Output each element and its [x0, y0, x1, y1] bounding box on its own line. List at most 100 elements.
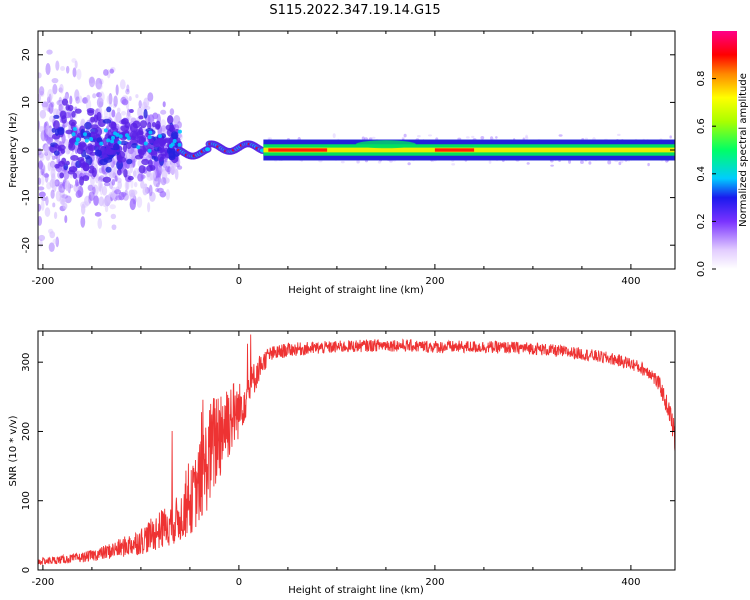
spectral-cell: [146, 173, 154, 182]
spectral-cell: [38, 215, 43, 226]
spectral-cell: [71, 135, 77, 144]
spectral-cell: [80, 203, 86, 215]
spectral-cell: [115, 84, 119, 96]
spectral-cell: [108, 181, 114, 190]
colorbar-gradient: [712, 31, 737, 269]
spectrogram-y-tick-label: 10: [21, 96, 32, 109]
spectral-cell: [97, 218, 103, 229]
spectral-cell: [61, 197, 66, 206]
snr-y-tick-label: 100: [21, 491, 32, 510]
spectral-cell: [138, 100, 142, 109]
spectral-cell: [108, 111, 112, 119]
spectral-cell: [117, 154, 123, 164]
spectral-cell: [558, 134, 563, 137]
spectral-cell: [105, 166, 112, 173]
spectrogram-y-tick-label: -20: [21, 237, 32, 253]
spectral-cell: [40, 199, 45, 211]
spectral-cell: [51, 155, 56, 161]
spectral-cell: [48, 102, 54, 114]
spectrogram-x-axis-label: Height of straight line (km): [288, 285, 424, 296]
spectral-cell: [52, 108, 59, 117]
spectral-cell: [152, 112, 159, 120]
spectral-cell: [75, 96, 81, 104]
spectral-cell: [377, 160, 382, 164]
snr-x-tick-label: 400: [621, 577, 640, 588]
spectral-cell: [108, 92, 113, 105]
spectral-cell: [64, 215, 68, 224]
spectral-cell: [114, 175, 118, 182]
colorbar-tick-label: 0.6: [696, 118, 707, 134]
spectral-cell: [52, 238, 58, 244]
spectral-cell: [49, 178, 56, 189]
spectral-cell: [46, 49, 53, 55]
spectral-cell: [99, 78, 104, 85]
spectral-cell: [125, 179, 130, 190]
spectral-cell: [160, 177, 167, 186]
chart-title: S115.2022.347.19.14.G15: [269, 3, 440, 18]
spectral-cell: [427, 134, 433, 137]
spectral-cell: [38, 186, 45, 191]
spectral-cell: [82, 175, 90, 182]
spectral-cell: [38, 177, 42, 186]
snr-y-tick-label: 200: [21, 422, 32, 441]
spectral-cell: [65, 104, 70, 111]
spectral-cell: [78, 141, 87, 148]
spectral-cell: [59, 172, 64, 179]
spectral-cell: [471, 135, 475, 139]
spectral-cell: [111, 109, 116, 118]
spectral-cell: [124, 189, 128, 196]
spectral-cell: [607, 160, 612, 165]
spectral-cell: [160, 109, 167, 115]
spectral-cell: [38, 126, 45, 132]
spectral-cell: [64, 91, 70, 100]
spectral-cell: [53, 211, 58, 220]
spectral-cell: [99, 141, 104, 146]
spectral-cell: [64, 180, 71, 192]
spectral-cell: [106, 106, 112, 113]
spectral-cell: [129, 108, 134, 114]
spectral-cell: [59, 83, 64, 94]
spectral-cell: [93, 114, 99, 123]
colorbar-tick-label: 0.4: [696, 166, 707, 182]
spectral-cell: [152, 168, 157, 178]
spectral-cell: [83, 132, 88, 137]
spectral-cell: [38, 234, 46, 241]
spectral-cell: [155, 123, 161, 130]
spectral-cell: [96, 92, 103, 98]
spectral-cell: [617, 133, 621, 137]
spectral-cell: [61, 157, 67, 165]
spectral-cell: [361, 136, 365, 140]
spectrogram-panel: -200 0 200 400 -20 -10 0 10 20 Height of straigh…: [8, 30, 676, 296]
spectral-cell: [92, 186, 96, 195]
spectral-cell: [68, 139, 74, 149]
spectral-cell: [80, 216, 86, 228]
colorbar-tick-label: 0.2: [696, 213, 707, 229]
spectral-cell: [403, 133, 407, 138]
spectral-cell: [170, 124, 175, 133]
spectral-cell: [149, 164, 156, 171]
spectrogram-y-tick-label: 20: [21, 48, 32, 61]
spectral-cell: [38, 86, 45, 96]
spectral-cell: [401, 136, 405, 140]
spectral-cell: [72, 67, 77, 78]
spectral-cell: [128, 95, 132, 102]
spectral-cell: [72, 172, 78, 179]
spectral-cell: [51, 78, 59, 84]
spectral-cell: [75, 137, 80, 142]
spectral-cell: [74, 89, 80, 101]
spectral-cell: [57, 127, 65, 136]
spectral-cell: [151, 155, 156, 160]
spectral-cell: [65, 65, 70, 74]
spectral-cell: [580, 160, 584, 164]
spectral-cell: [451, 163, 456, 166]
spectral-cell: [165, 160, 172, 167]
snr-y-axis-label: SNR (10 * v/v): [8, 415, 19, 486]
spectrogram-y-axis-label: Frequency (Hz): [8, 112, 19, 188]
spectral-cell: [151, 122, 157, 128]
spectral-cell: [148, 184, 153, 197]
spectral-cell: [38, 160, 43, 170]
spectral-cell: [98, 100, 104, 108]
spectral-cell: [126, 163, 130, 169]
